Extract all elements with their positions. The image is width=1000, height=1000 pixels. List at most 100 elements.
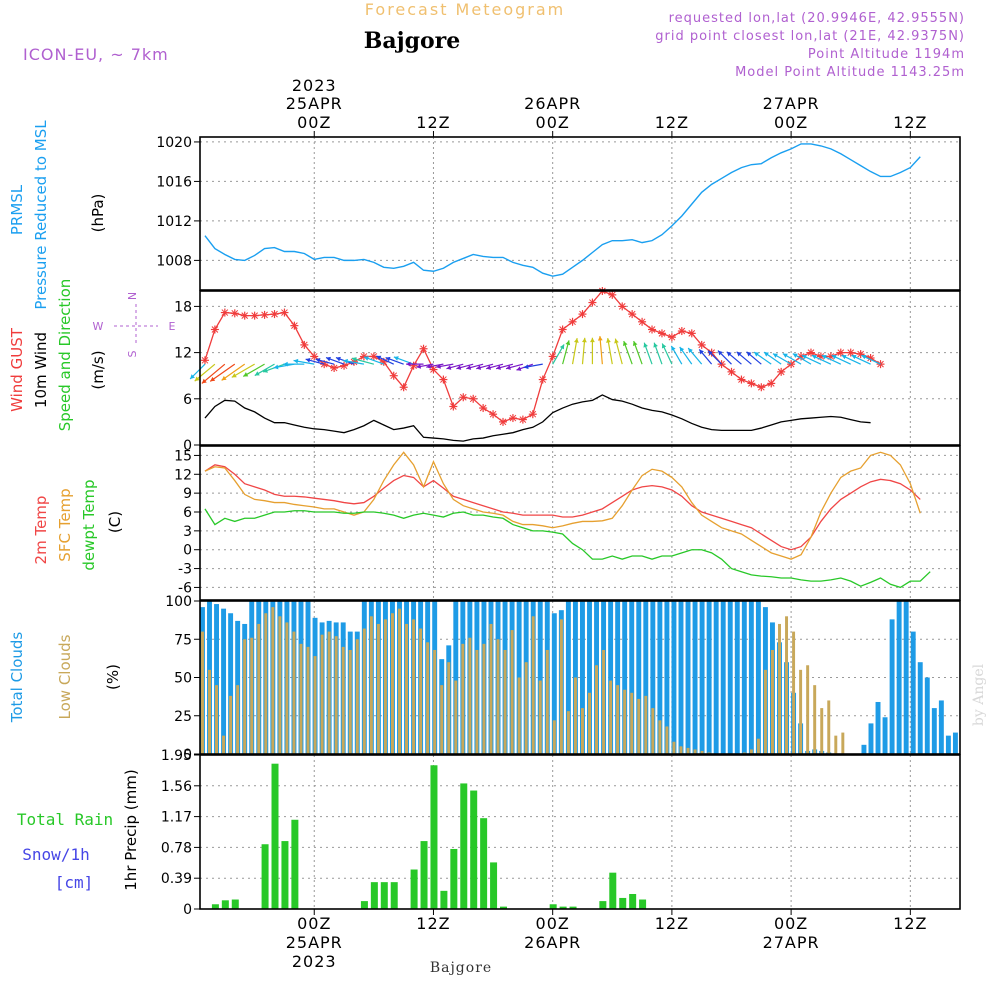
wind-direction-arrow	[622, 340, 633, 365]
low-cloud-bar	[412, 619, 416, 754]
gust-point	[508, 414, 517, 423]
panel-label: (hPa)	[89, 194, 107, 233]
y-tick-label: 0	[183, 747, 192, 763]
gust-marker-d2	[539, 376, 547, 383]
total-rain-label: Total Rain	[17, 810, 113, 829]
gust-marker-d2	[837, 349, 845, 356]
arrow-head	[582, 337, 587, 343]
y-tick-label: 1.95	[161, 748, 192, 764]
low-cloud-bar	[376, 623, 380, 754]
wind-direction-arrow	[687, 347, 703, 365]
low-cloud-bar	[299, 643, 303, 754]
gust-marker-d2	[748, 380, 755, 387]
low-cloud-bar	[222, 735, 226, 754]
requested-coordinates: requested lon,lat (20.9946E, 42.9555N)	[669, 11, 965, 26]
y-tick-label: 1.56	[161, 779, 192, 795]
low-cloud-bar	[334, 636, 338, 754]
low-cloud-bar	[778, 623, 781, 754]
y-tick-label: 1020	[156, 135, 192, 151]
low-cloud-bar	[489, 623, 493, 754]
gust-point	[220, 308, 229, 317]
arrow-head	[632, 341, 638, 346]
gust-point	[280, 308, 289, 317]
total-cloud-bar	[741, 601, 747, 754]
gust-point	[330, 364, 339, 372]
temperature-frame	[199, 445, 961, 601]
low-cloud-bar	[672, 741, 676, 754]
y-tick-label: 6	[183, 505, 192, 521]
rain-bar	[430, 765, 438, 909]
gust-point	[300, 340, 309, 349]
y-tick-label: 1008	[156, 253, 192, 269]
snow-label: Snow/1h	[22, 845, 89, 864]
rain-bar	[450, 848, 458, 909]
y-tick-label: 9	[183, 486, 192, 502]
total-cloud-bar	[734, 601, 740, 754]
arrow-head	[597, 336, 603, 341]
arrow-head	[565, 340, 571, 346]
bottom-date-label: 25APR	[286, 933, 343, 952]
rain-bar	[440, 890, 448, 909]
gust-point	[230, 309, 239, 318]
top-hour-label: 12Z	[655, 113, 689, 132]
rain-bar	[470, 790, 478, 909]
panel-label: 1hr Precip (mm)	[122, 769, 140, 890]
top-date-label: 26APR	[524, 94, 581, 113]
arrow-shaft	[581, 337, 586, 365]
wind-direction-arrow	[283, 361, 305, 367]
total-cloud-bar	[952, 732, 958, 754]
arrow-head	[506, 365, 511, 370]
low-cloud-bar	[320, 634, 324, 754]
y-tick-label: 100	[165, 594, 192, 610]
wind-direction-arrow	[221, 363, 246, 381]
gust-point	[846, 348, 855, 357]
low-cloud-bar	[834, 735, 838, 754]
sfc-temp-line	[204, 451, 921, 560]
arrow-head	[486, 365, 492, 370]
arrow-shaft	[194, 363, 216, 382]
wind-direction-arrow	[189, 363, 206, 380]
wind-direction-arrow	[753, 351, 772, 365]
rain-bar	[291, 819, 299, 909]
compass-north: N	[126, 292, 139, 300]
low-cloud-bar	[306, 646, 310, 754]
wind-direction-arrow	[436, 363, 454, 369]
wind-direction-arrow	[841, 354, 861, 365]
arrow-head	[717, 350, 723, 356]
total-cloud-bar	[537, 601, 543, 754]
gust-point	[240, 311, 249, 320]
gust-marker-d2	[529, 410, 537, 418]
y-tick-label: 12	[174, 467, 192, 483]
low-cloud-bar	[229, 695, 233, 754]
wind-direction-arrow	[861, 354, 881, 365]
arrow-head	[653, 342, 658, 348]
gust-marker-d2	[211, 326, 219, 333]
rain-bar	[500, 906, 508, 909]
top-hour-label: 12Z	[893, 113, 927, 132]
low-cloud-bar	[841, 732, 845, 754]
wind-direction-arrow	[231, 363, 255, 378]
arrow-shaft	[607, 338, 613, 365]
bottom-hour-label: 12Z	[655, 914, 689, 933]
gust-point	[459, 393, 468, 402]
arrow-shaft	[614, 338, 623, 365]
panel-label: Wind GUST	[8, 327, 26, 412]
gust-point	[588, 298, 597, 307]
arrow-head	[614, 338, 619, 344]
dewpt-line	[204, 508, 931, 589]
wind-direction-arrow	[679, 346, 693, 365]
low-cloud-bar	[348, 649, 352, 754]
wind-direction-arrow	[782, 353, 802, 365]
panel-label: 10m Wind	[32, 332, 50, 408]
footer-location: Bajgore	[430, 960, 492, 976]
wind-direction-arrow	[571, 338, 579, 365]
gust-point	[687, 329, 696, 338]
low-cloud-bar	[405, 623, 409, 754]
wind-direction-arrow	[446, 363, 464, 370]
low-cloud-bar	[426, 642, 430, 754]
model-label: ICON-EU, ~ 7km	[23, 45, 169, 64]
bottom-date-label: 27APR	[763, 933, 820, 952]
model-altitude: Model Point Altitude 1143.25m	[735, 65, 965, 80]
arrow-head	[831, 354, 837, 360]
gust-point	[836, 348, 845, 357]
